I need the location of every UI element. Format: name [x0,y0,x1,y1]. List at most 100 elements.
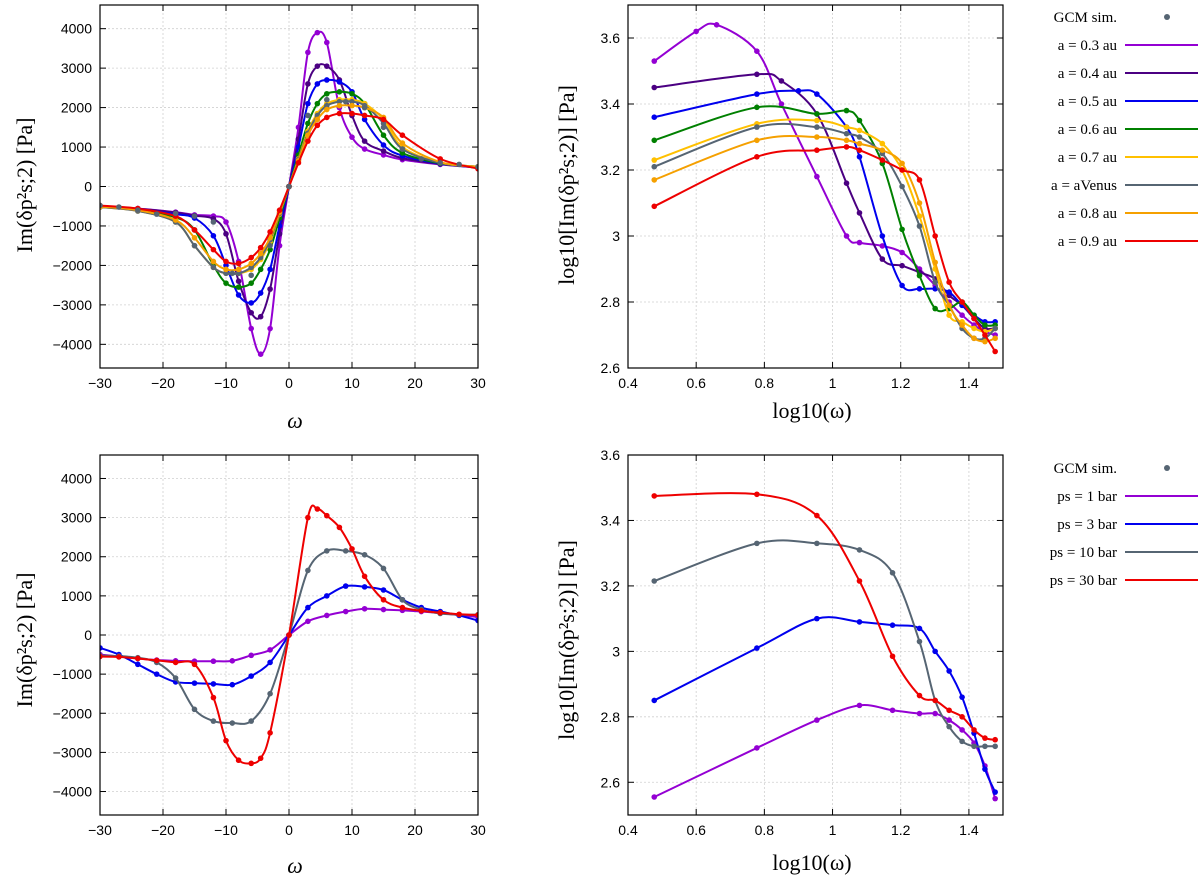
x-tick-label: 0 [285,822,293,838]
data-point [754,154,760,160]
data-point [191,227,198,233]
legend-label: ps = 3 bar [1057,517,1117,533]
x-tick-label: 1 [829,822,837,838]
data-point [754,104,760,111]
data-point [992,743,998,750]
series-line-2 [654,89,996,324]
data-point [257,244,264,251]
data-point [191,680,198,686]
x-tick-label: −30 [88,375,112,391]
data-point [959,727,965,733]
data-point [267,647,273,653]
data-point [257,313,264,320]
x-tick-label: 30 [470,822,486,838]
x-tick-label: 0 [285,375,293,391]
y-tick-label: 3.2 [601,162,621,178]
data-point [814,91,820,97]
x-tick-label: 10 [344,822,360,838]
data-point [267,325,273,332]
data-point [248,325,254,332]
ylabel-top-right: log10[Im(δp²s;2)] [Pa] [554,85,579,285]
x-tick-label: −20 [151,822,175,838]
data-point [879,243,886,249]
gcm-point [172,210,179,217]
legend-label: ps = 1 bar [1057,489,1117,505]
data-point [336,524,343,531]
data-point [295,160,302,166]
data-point [361,573,368,580]
data-point [153,671,160,677]
data-point [267,266,273,273]
data-point [380,132,387,139]
data-point [276,207,283,213]
data-point [314,506,321,512]
data-point [380,142,387,148]
data-point [210,658,217,665]
x-tick-label: 1.4 [959,375,979,391]
data-point [959,738,965,745]
data-point [946,707,952,714]
legend-title-bottom: GCM sim. [1054,461,1117,477]
data-point [248,309,254,316]
plot-area-bottom-left [100,504,478,767]
data-point [305,100,311,107]
y-tick-label: 2.8 [601,709,621,725]
legend-label: a = 0.9 au [1058,234,1118,250]
data-point [992,789,998,795]
data-point [932,305,938,312]
gcm-point [229,270,236,277]
x-tick-label: 0.4 [618,375,638,391]
data-point [651,177,658,183]
data-point [946,312,952,319]
y-tick-label: 0 [84,179,92,195]
legend-label: ps = 10 bar [1050,545,1117,561]
data-point [267,246,273,253]
gcm-point [116,204,122,210]
data-point [916,177,923,183]
gcm-point [248,272,254,279]
data-point [248,260,254,267]
data-point [856,117,863,124]
data-point [959,312,965,319]
data-point [932,259,938,266]
data-point [814,173,820,180]
data-point [916,710,923,717]
data-point [778,78,785,84]
data-point [210,233,217,239]
legend-title-top: GCM sim. [1054,10,1117,26]
data-point [361,138,368,144]
data-point [267,229,273,235]
y-tick-label: 2.8 [601,294,621,310]
gcm-point [305,112,311,119]
gcm-point [153,211,160,217]
data-point [856,154,863,160]
data-point [229,681,236,688]
data-point [314,116,321,123]
data-point [754,645,760,651]
gcm-point [210,219,217,225]
data-point [100,653,103,660]
data-point [856,578,863,584]
data-point [257,351,264,357]
data-point [959,299,965,305]
y-tick-label: 2.6 [601,774,621,790]
x-tick-label: 0.6 [686,375,706,391]
data-point [932,697,938,704]
data-point [879,233,886,239]
data-point [651,203,658,210]
series-line-1 [653,616,997,793]
gcm-point [286,183,292,190]
data-point [814,117,820,124]
series-line-5 [653,122,996,341]
x-tick-label: 1.2 [891,375,911,391]
series-line-4 [653,118,996,333]
legend-label: a = 0.7 au [1058,150,1118,166]
data-point [946,289,952,295]
data-point [229,720,236,726]
data-point [235,278,242,284]
data-point [475,612,478,618]
data-point [899,249,905,256]
data-point [342,583,349,589]
legend-label: a = 0.6 au [1058,122,1118,138]
